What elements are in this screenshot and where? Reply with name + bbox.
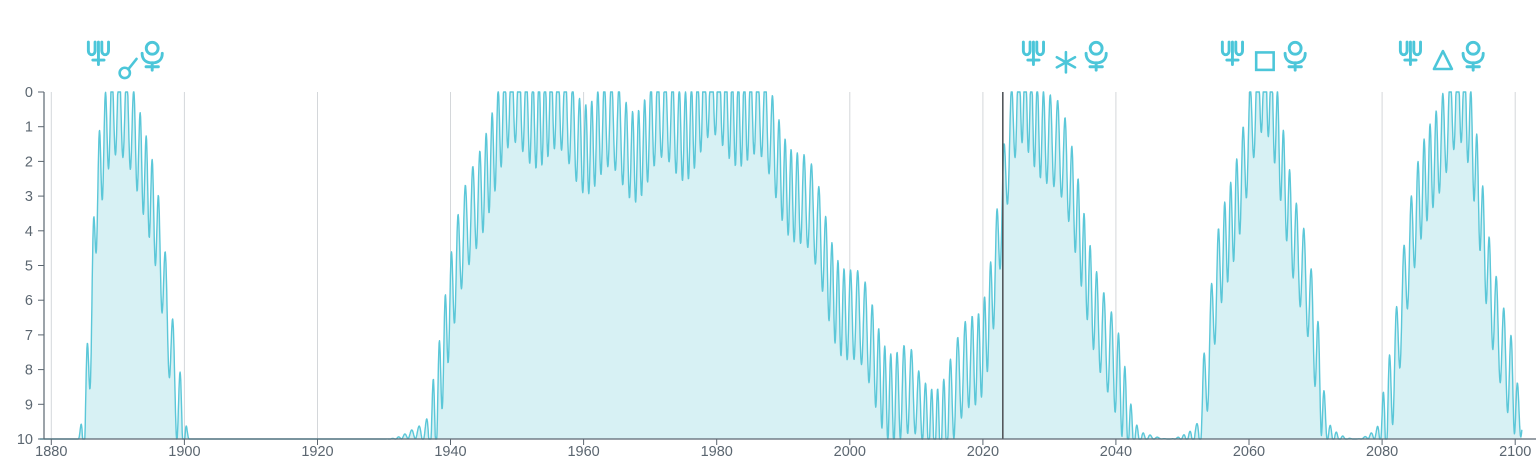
svg-text:1900: 1900 xyxy=(168,444,200,460)
svg-text:1980: 1980 xyxy=(701,444,733,460)
svg-text:0: 0 xyxy=(25,85,33,101)
svg-text:2: 2 xyxy=(25,154,33,170)
svg-text:10: 10 xyxy=(17,432,33,448)
svg-text:8: 8 xyxy=(25,363,33,379)
svg-text:2060: 2060 xyxy=(1233,444,1265,460)
svg-text:2100: 2100 xyxy=(1499,444,1531,460)
svg-text:2080: 2080 xyxy=(1366,444,1398,460)
svg-text:3: 3 xyxy=(25,189,33,205)
svg-text:2020: 2020 xyxy=(967,444,999,460)
svg-text:9: 9 xyxy=(25,397,33,413)
svg-text:7: 7 xyxy=(25,328,33,344)
svg-text:1940: 1940 xyxy=(434,444,466,460)
svg-text:4: 4 xyxy=(25,224,33,240)
svg-text:5: 5 xyxy=(25,259,33,275)
svg-text:1960: 1960 xyxy=(567,444,599,460)
svg-text:1920: 1920 xyxy=(301,444,333,460)
svg-text:6: 6 xyxy=(25,293,33,309)
svg-text:2000: 2000 xyxy=(834,444,866,460)
svg-text:2040: 2040 xyxy=(1100,444,1132,460)
svg-text:1880: 1880 xyxy=(35,444,67,460)
svg-text:1: 1 xyxy=(25,120,33,136)
